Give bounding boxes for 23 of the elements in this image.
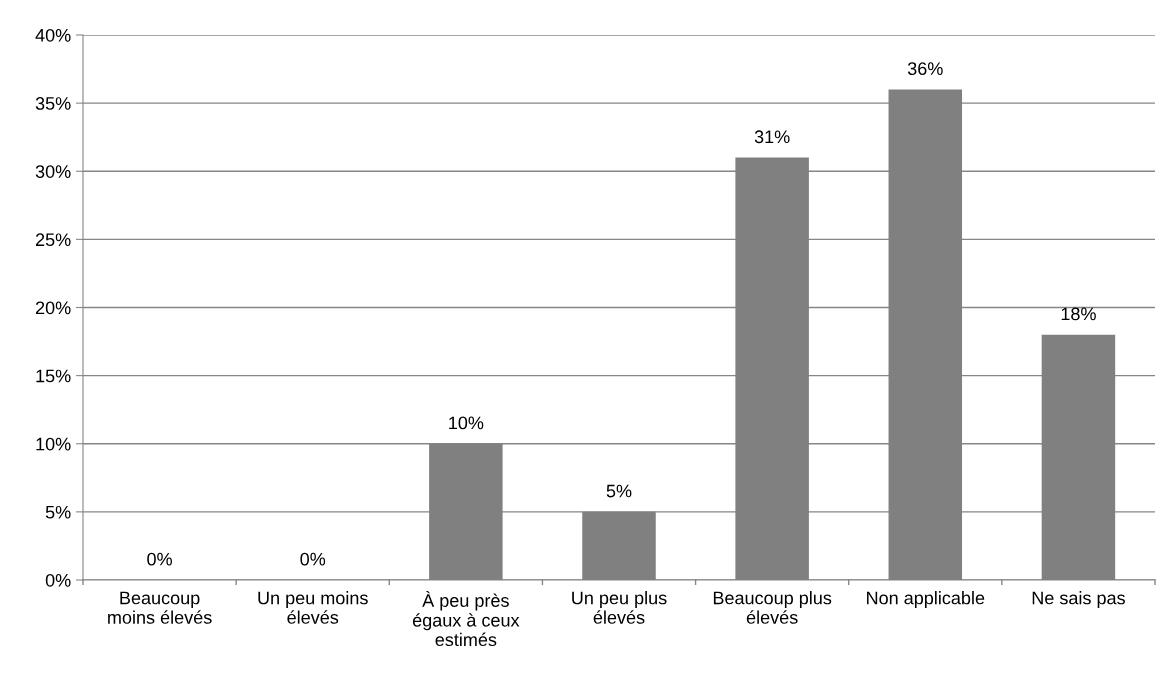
x-tick-label: Beaucoup plus élevés [713,591,832,624]
data-label: 36% [907,62,943,76]
x-tick-label: Un peu moins élevés [258,591,368,624]
y-tick-label: 0% [45,573,71,587]
data-label: 31% [754,130,790,144]
x-tick-label: Non applicable [867,591,985,608]
y-tick-label: 5% [45,505,71,519]
x-tick-label: Ne sais pas [1032,591,1125,608]
data-label: 10% [449,416,484,430]
data-label: 0% [147,552,172,566]
data-label: 5% [606,484,632,498]
x-tick-label: À peu près égaux à ceux estimés [412,591,520,647]
y-tick-label: 15% [36,369,71,383]
data-label: 0% [300,552,326,566]
data-label: 18% [1061,307,1096,321]
y-tick-label: 40% [35,28,71,42]
y-tick-label: 10% [36,437,71,451]
y-tick-label: 35% [35,97,71,110]
x-tick-label: Un peu plus élevés [572,591,667,624]
x-tick-label: Beaucoup moins élevés [108,591,212,624]
y-tick-label: 20% [35,301,71,315]
y-tick-label: 25% [35,233,71,247]
y-tick-label: 30% [35,165,71,178]
